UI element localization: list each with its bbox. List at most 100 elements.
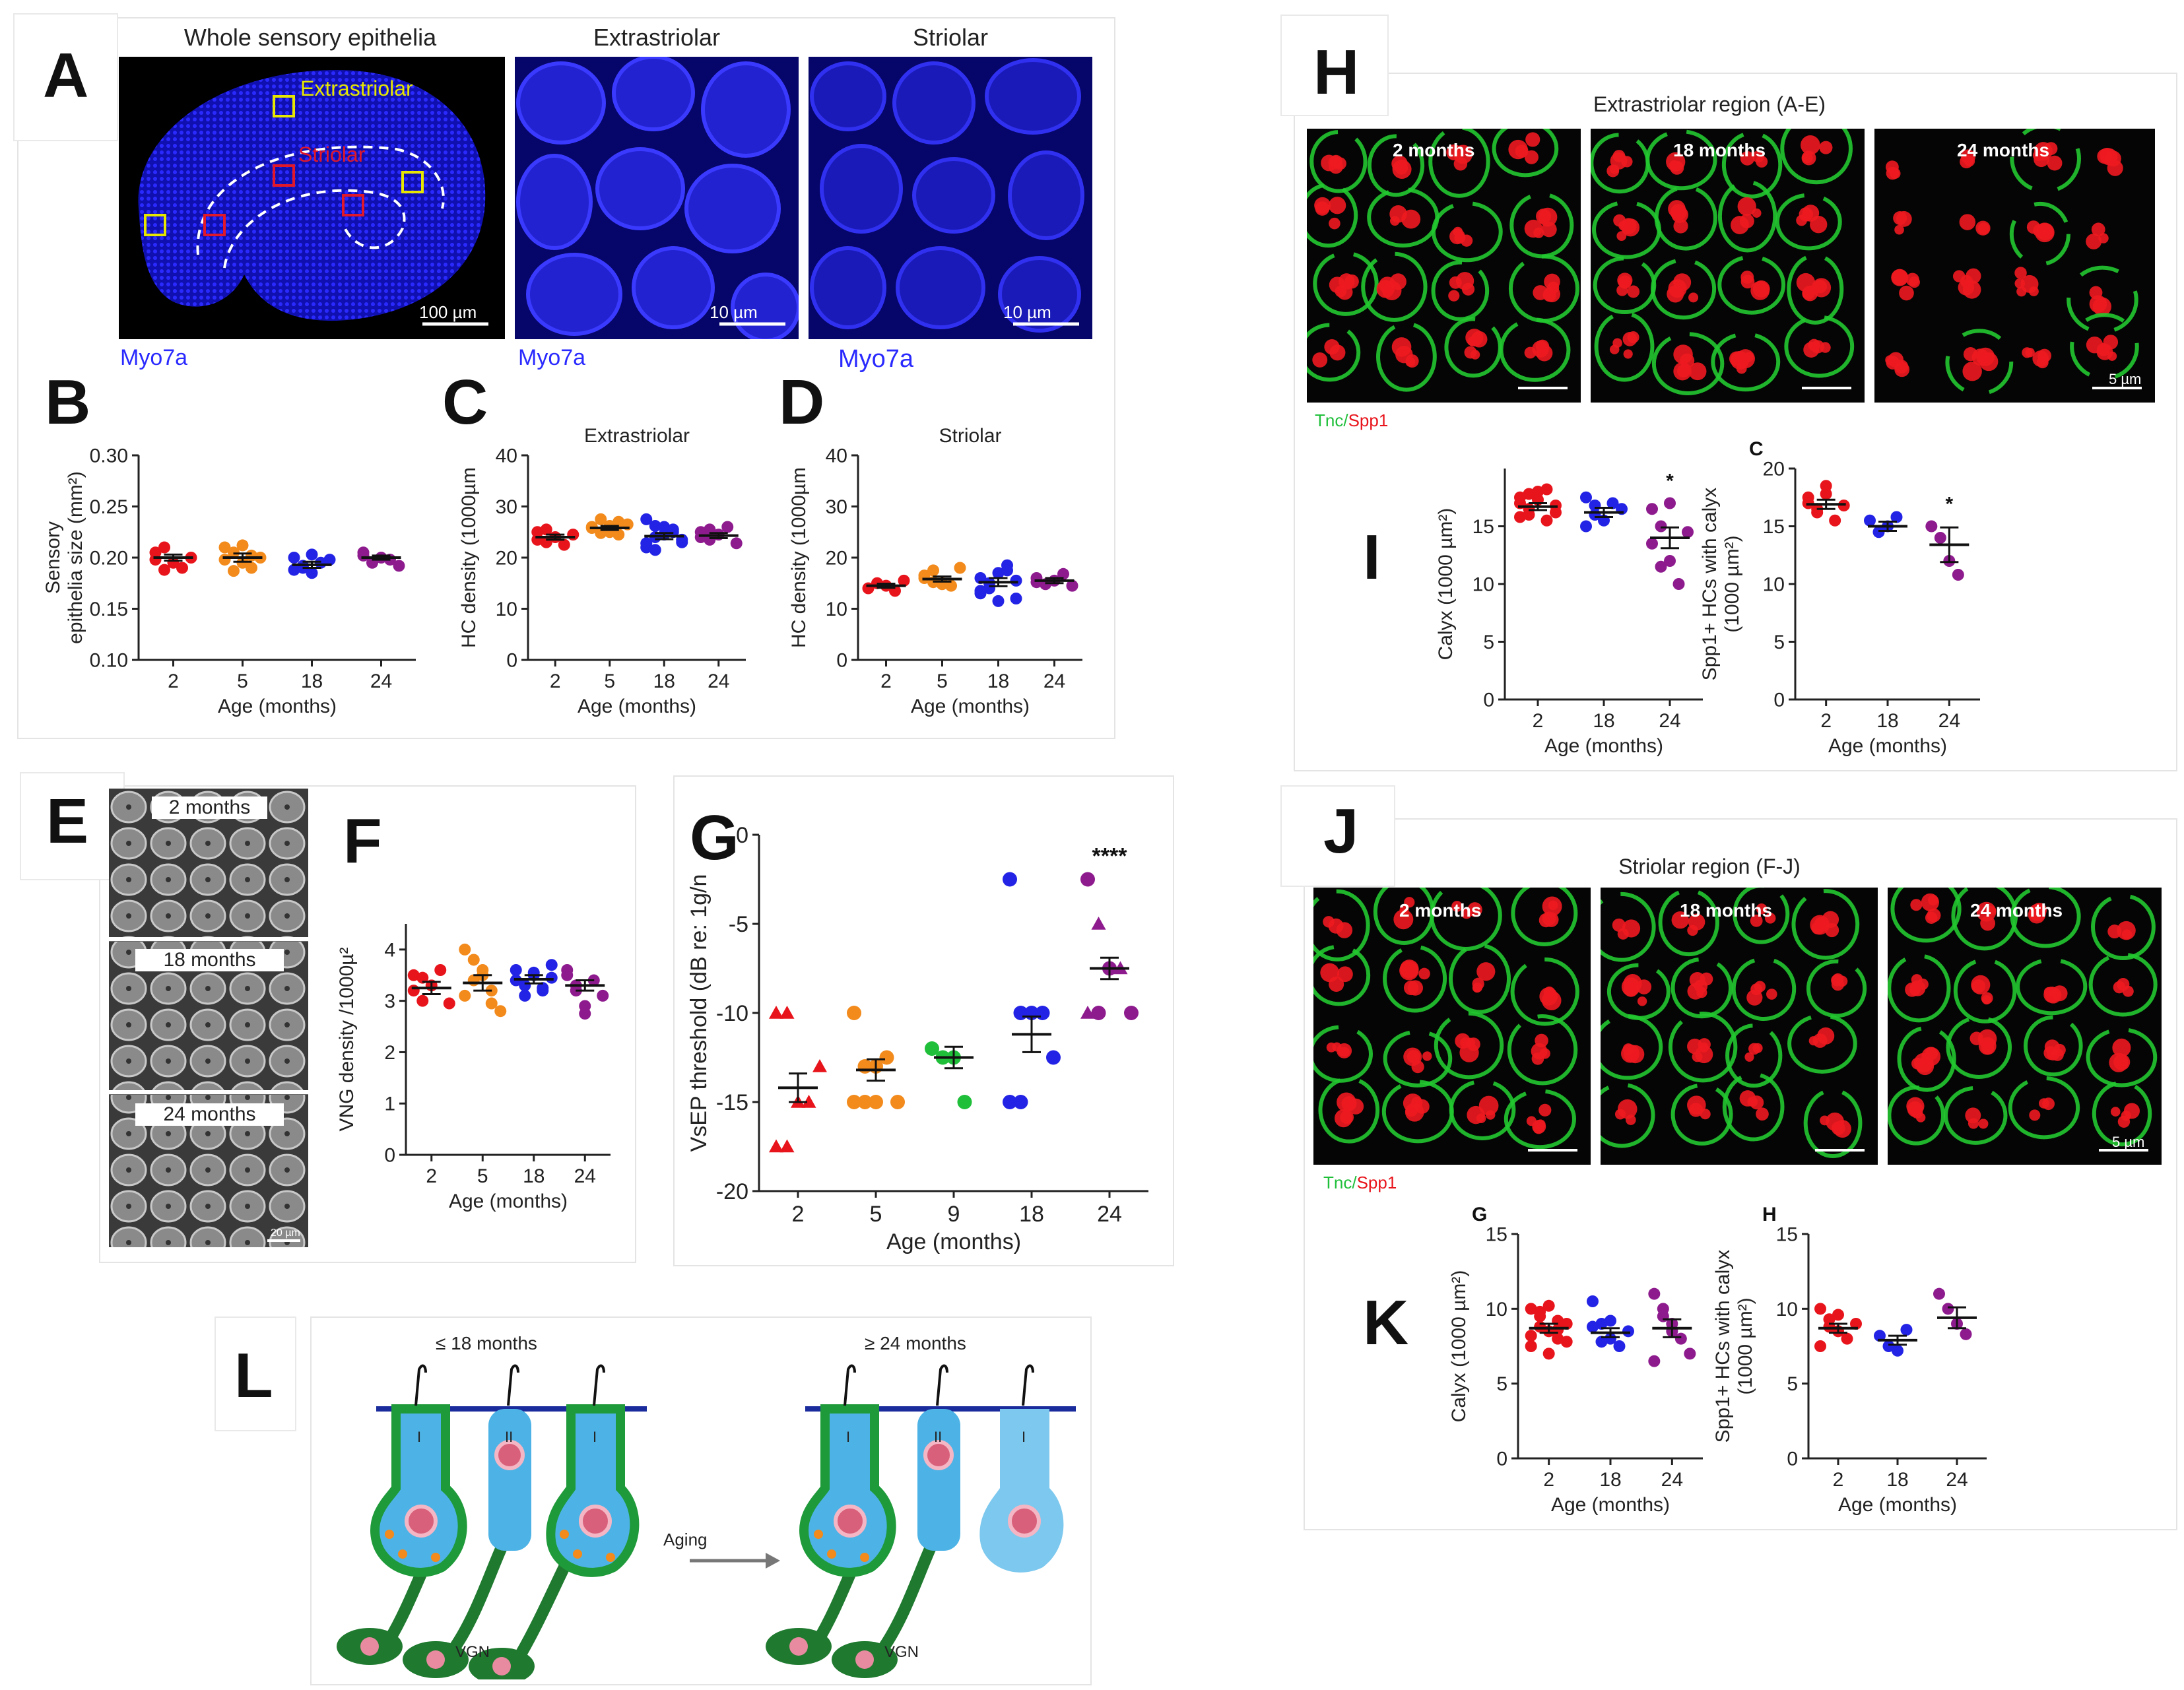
- y-tick-label: 30: [826, 496, 847, 518]
- y-tick-label: 3: [384, 991, 395, 1012]
- data-point: [1814, 1340, 1826, 1352]
- data-point: [649, 544, 661, 556]
- significance-label: *: [1945, 494, 1953, 515]
- extrastriolar-myo7a-image: [515, 57, 799, 339]
- extrastriolar-24m-label: 24 months: [1957, 140, 2050, 160]
- striolar-18m-svg: [1601, 888, 1867, 1159]
- y-axis-label: VsEP threshold (dB re: 1g/n: [686, 874, 711, 1152]
- striolar-stain-legend: Tnc/Spp1: [1323, 1173, 1397, 1193]
- panel-g-box: [673, 775, 1174, 1266]
- panel-a-title-extrastriolar: Extrastriolar: [593, 24, 721, 51]
- extrastriolar-2m-label: 2 months: [1393, 140, 1475, 160]
- data-point: [945, 579, 957, 592]
- x-tick-label: 24: [1043, 670, 1065, 692]
- panel-letter-h: H: [1313, 37, 1360, 108]
- data-point: [847, 1095, 861, 1109]
- panel-letter-i: I: [1363, 522, 1381, 593]
- data-point: [1010, 593, 1022, 604]
- x-tick-label: 2: [1533, 710, 1544, 732]
- x-tick-label: 18: [653, 670, 675, 692]
- x-tick-label: 18: [1593, 710, 1614, 732]
- extrastriolar-roi-right: [401, 171, 424, 193]
- data-point: [1933, 1287, 1945, 1300]
- data-point: [879, 1050, 894, 1065]
- data-point: [459, 989, 471, 1002]
- data-point: [1587, 1295, 1599, 1307]
- aging-arrow: [690, 1553, 780, 1569]
- data-point: [1523, 509, 1535, 521]
- data-point: [957, 1095, 972, 1109]
- data-point: [558, 538, 570, 551]
- data-point: [545, 971, 558, 984]
- striolar-roi-1: [273, 164, 295, 187]
- y-tick-label: 0: [1496, 1448, 1507, 1470]
- y-tick-label: 10: [1486, 1299, 1507, 1320]
- y-tick-label: 2: [384, 1042, 395, 1064]
- x-tick-label: 18: [523, 1165, 545, 1187]
- x-axis-label: Age (months): [578, 696, 696, 717]
- chart-k-calyx: G 0 5 10 15 2 18 24 Age (months) Calyx (1000 µm²): [1448, 1204, 1703, 1516]
- cell-type-l3: I: [593, 1429, 597, 1445]
- diagram-left-title: ≤ 18 months: [436, 1333, 537, 1353]
- data-point: [459, 943, 471, 956]
- x-tick-label: 18: [1886, 1469, 1908, 1491]
- data-point: [416, 971, 429, 984]
- chart-k-spp1-calyx: H 0 5 10 15 2 18 24 Age (months) Spp1+ HCs with c…: [1712, 1204, 1987, 1516]
- striolar-18m-image: [1601, 888, 1878, 1165]
- x-tick-label: 2: [1833, 1469, 1844, 1491]
- extrastriolar-cells-svg: [516, 57, 799, 339]
- vng-scalebar-label: 20 µm: [271, 1227, 300, 1239]
- y-tick-label: 0.20: [90, 548, 128, 569]
- striolar-roi-3: [342, 194, 364, 216]
- data-point: [306, 548, 318, 561]
- x-tick-label: 5: [937, 670, 948, 692]
- significance-label: ****: [1092, 844, 1128, 869]
- x-tick-label: 5: [604, 670, 615, 692]
- panel-letter-k: K: [1363, 1287, 1409, 1358]
- panel-a-corner: [13, 13, 118, 141]
- stain-label-a2: Myo7a: [518, 345, 586, 370]
- data-point: [531, 533, 544, 546]
- y-axis-label: HC density (1000µm: [458, 467, 480, 648]
- data-point: [1030, 576, 1043, 589]
- stain-tnc-j: Tnc: [1323, 1173, 1352, 1192]
- x-tick-label: 2: [426, 1165, 437, 1187]
- data-point: [1080, 1006, 1095, 1019]
- panel-letter-g: G: [690, 802, 739, 873]
- data-point: [1003, 1095, 1017, 1109]
- data-point: [1091, 1006, 1106, 1020]
- y-axis-label: HC density (1000µm: [788, 467, 810, 648]
- x-axis-label: Age (months): [1551, 1494, 1670, 1516]
- data-point: [561, 964, 574, 976]
- data-point: [1960, 1328, 1972, 1340]
- x-axis-label: Age (months): [911, 696, 1030, 717]
- chart-f-vng-density: 0 1 2 3 4 2 5 18 24 Age (months) VNG density /1000…: [336, 924, 611, 1212]
- x-tick-label: 24: [1938, 710, 1960, 732]
- data-point: [1934, 532, 1946, 544]
- data-point: [1646, 503, 1658, 515]
- extrastriolar-roi-left: [144, 214, 166, 236]
- x-axis-label: Age (months): [1828, 735, 1947, 757]
- y-tick-label: 20: [826, 548, 847, 569]
- striolar-myo7a-image: [809, 57, 1092, 339]
- data-point: [1864, 514, 1876, 527]
- data-point: [640, 537, 653, 550]
- data-point: [236, 539, 249, 552]
- vgn-label-left: VGN: [455, 1643, 490, 1661]
- panel-letter-l: L: [234, 1340, 273, 1411]
- data-point: [1674, 1332, 1687, 1345]
- data-point: [323, 554, 336, 566]
- data-point: [434, 964, 447, 976]
- y-tick-label: 0: [1773, 690, 1785, 711]
- striolar-24m-image: [1888, 888, 2162, 1165]
- y-tick-label: 0: [384, 1145, 395, 1167]
- data-point: [1003, 872, 1017, 887]
- data-point: [1066, 579, 1078, 592]
- data-point: [1540, 514, 1553, 527]
- striolar-24m-svg: [1888, 888, 2158, 1152]
- extrastriolar-stain-legend: Tnc/Spp1: [1315, 410, 1388, 431]
- data-point: [890, 1095, 905, 1109]
- data-point: [612, 529, 625, 541]
- data-point: [597, 989, 609, 1002]
- chart-letter: C: [1749, 438, 1764, 460]
